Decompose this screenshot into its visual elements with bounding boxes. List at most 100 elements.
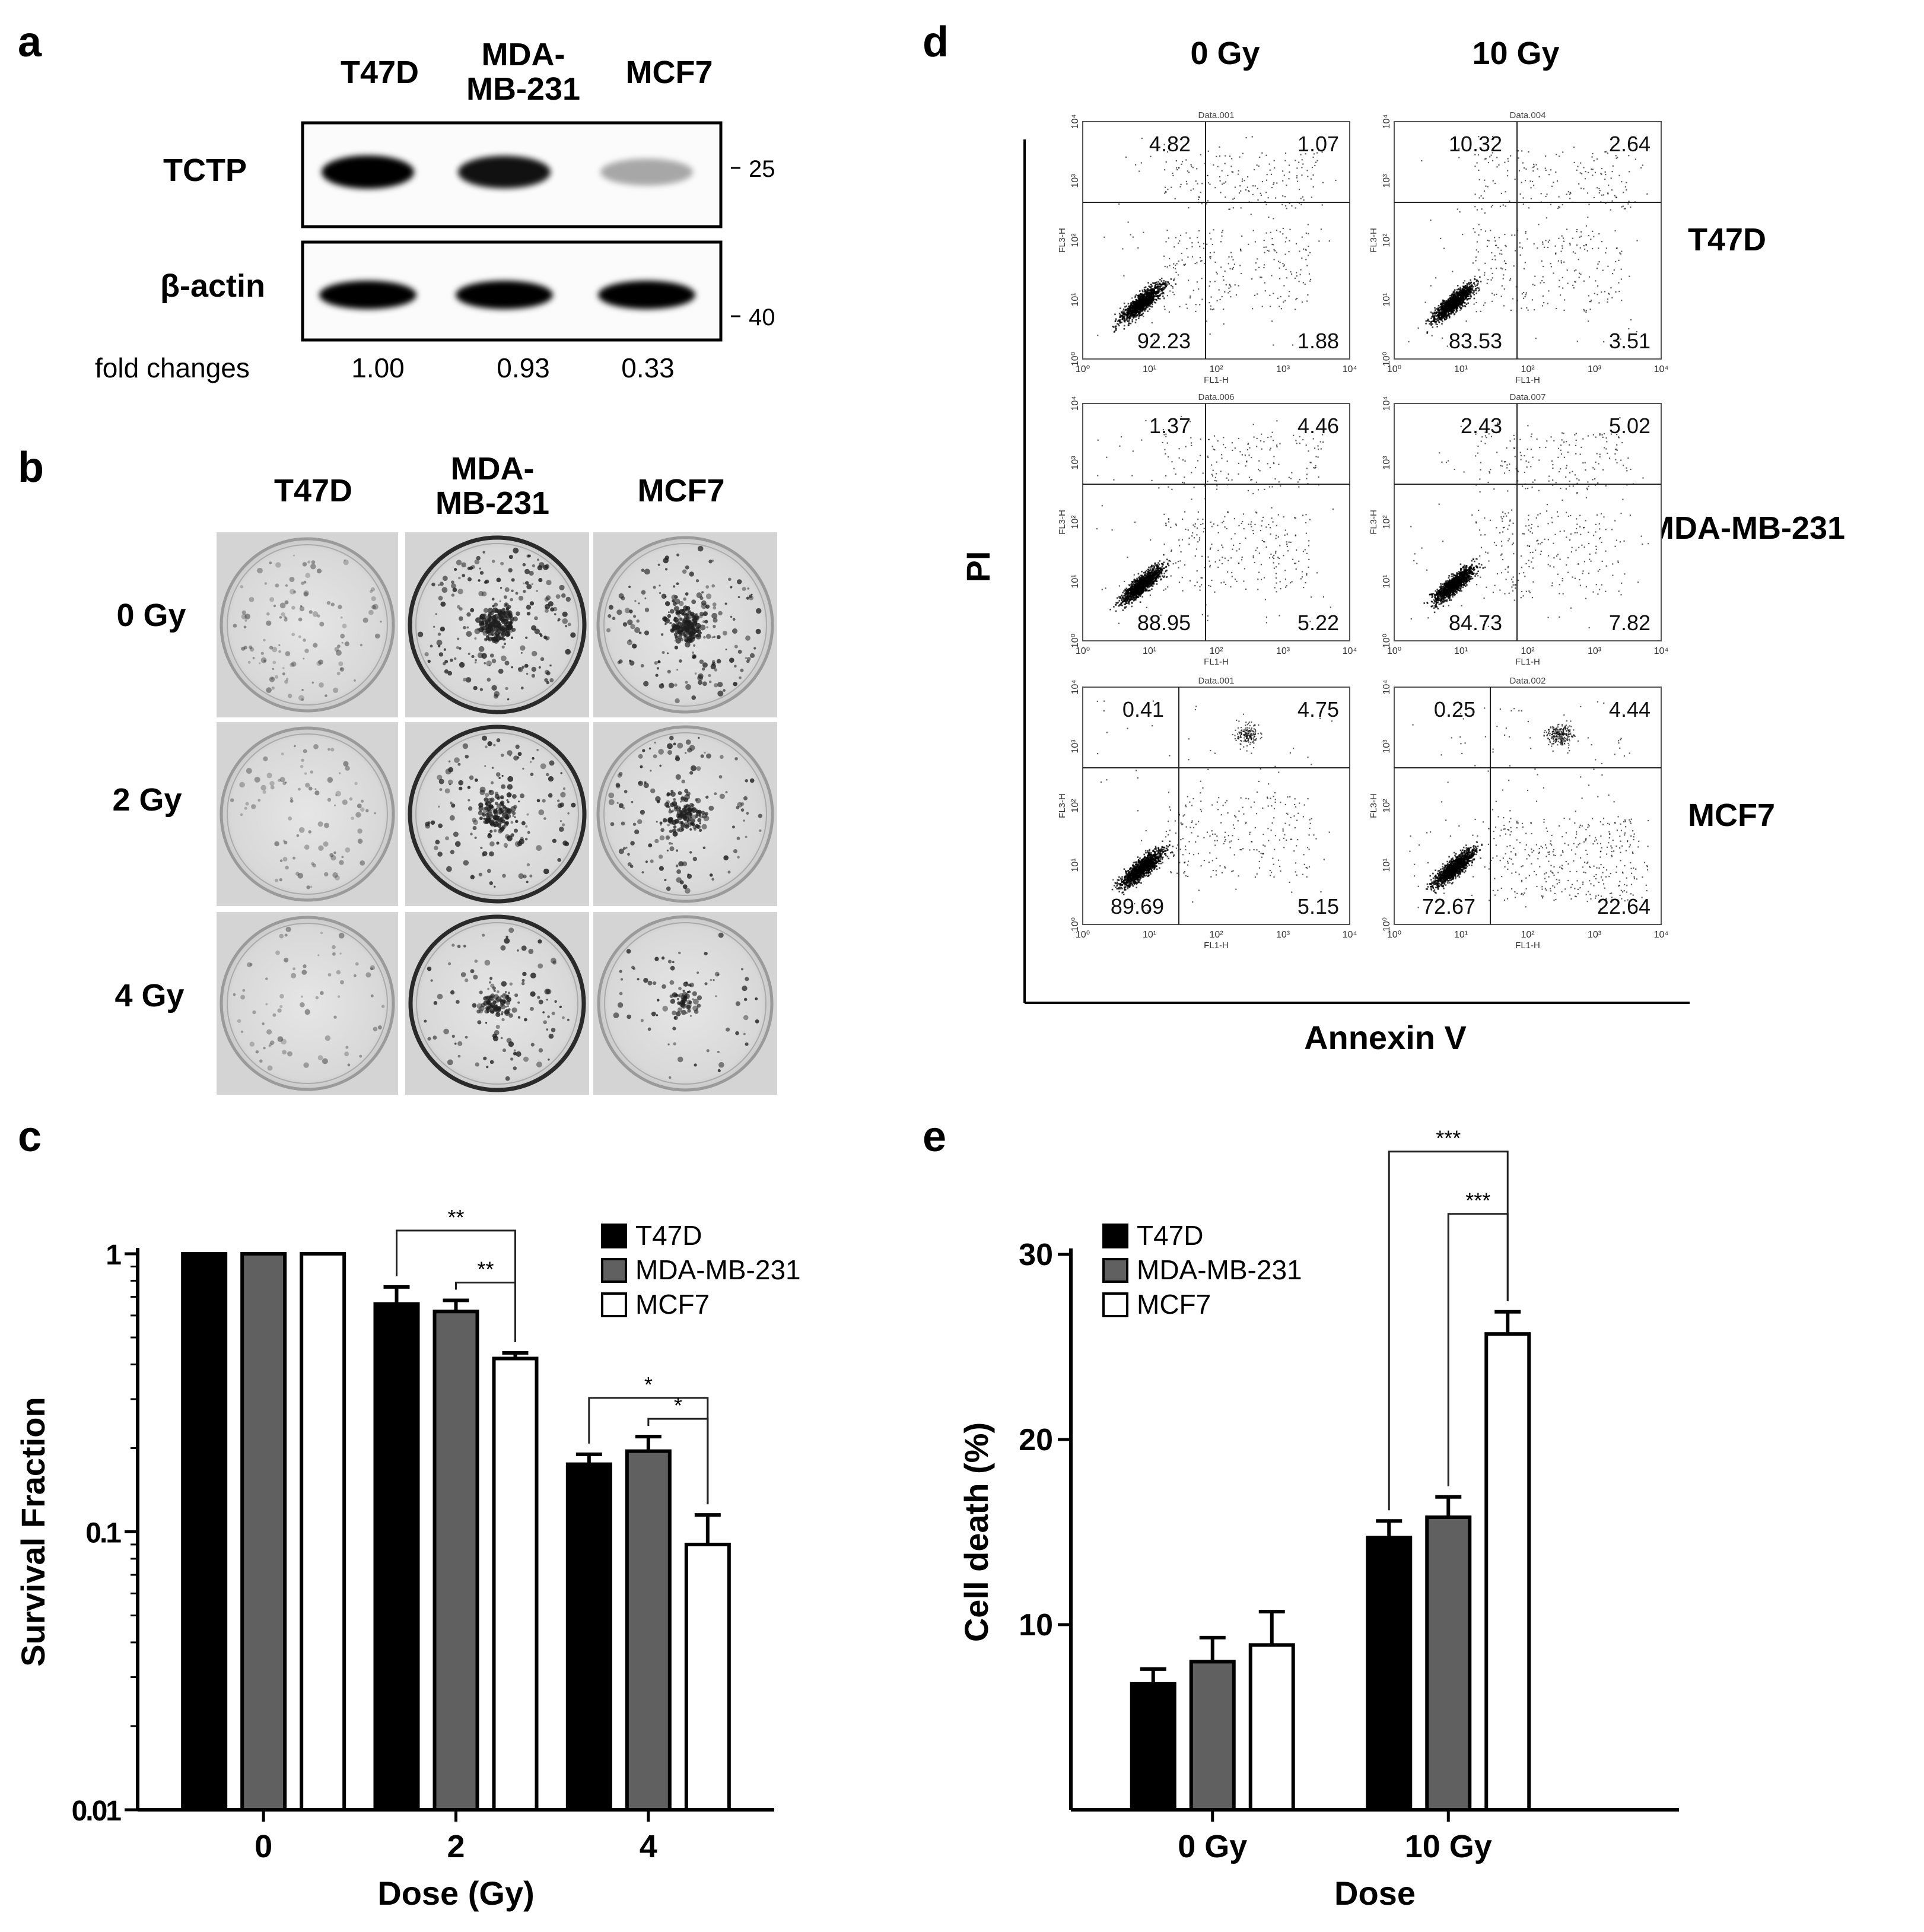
colony-dot (491, 685, 497, 691)
colony-dot (676, 596, 678, 599)
colony-dot (498, 812, 501, 815)
event-dot (1450, 298, 1452, 300)
colony-dot (279, 878, 282, 882)
event-dot (1174, 246, 1175, 248)
event-dot (1456, 308, 1458, 310)
event-dot (1465, 303, 1468, 305)
event-dot (1268, 216, 1270, 218)
event-dot (1263, 246, 1265, 248)
colony-dot (482, 813, 486, 817)
event-dot (1228, 256, 1230, 258)
event-dot (1230, 286, 1232, 288)
colony-dot (748, 595, 752, 598)
colony-dot (659, 821, 663, 825)
event-dot (1441, 307, 1443, 309)
colony-dot (674, 646, 679, 650)
colony-dot (501, 825, 506, 830)
colony-dot (643, 978, 648, 983)
colony-dot (300, 765, 304, 768)
colony-dot (325, 694, 327, 697)
colony-dot (678, 861, 684, 867)
event-dot (1113, 331, 1115, 333)
event-dot (1155, 295, 1156, 297)
colony-dot (615, 783, 621, 787)
colony-dot (279, 859, 283, 862)
event-dot (1216, 271, 1217, 273)
event-dot (1173, 279, 1175, 281)
colony-dot (747, 587, 750, 590)
event-dot (1127, 307, 1128, 310)
colony-dot (655, 796, 661, 802)
event-dot (1133, 300, 1135, 303)
colony-dot (307, 560, 311, 564)
event-dot (1308, 233, 1309, 234)
event-dot (1478, 289, 1480, 291)
colony-dot (659, 854, 663, 859)
colony-dot (469, 566, 473, 570)
dish-row-2gy: 2 Gy (112, 782, 182, 818)
event-dot (1159, 298, 1161, 300)
colony-dot (476, 1009, 481, 1013)
colony-dot (381, 1005, 385, 1008)
event-dot (1149, 306, 1152, 307)
colony-dot (368, 609, 374, 615)
colony-dot (701, 811, 705, 815)
colony-dot (543, 868, 549, 875)
colony-dot (686, 999, 691, 1005)
colony-dot (489, 851, 494, 857)
colony-dot (500, 1003, 504, 1007)
colony-dot (544, 989, 551, 994)
event-dot (1464, 288, 1465, 291)
colony-dot (488, 665, 491, 666)
event-dot (1216, 155, 1217, 157)
colony-dot (637, 819, 643, 825)
event-dot (1246, 186, 1248, 188)
event-dot (1284, 152, 1287, 154)
colony-dot (613, 1012, 619, 1019)
colony-dot (303, 657, 305, 660)
event-dot (1248, 243, 1249, 245)
event-dot (1232, 268, 1233, 270)
colony-dot (500, 796, 504, 799)
colony-dot (546, 1028, 549, 1031)
event-dot (1254, 294, 1256, 296)
colony-dot (482, 631, 488, 636)
colony-dot (290, 799, 294, 803)
event-dot (1123, 319, 1125, 322)
colony-dot (269, 597, 275, 602)
colony-dot (699, 631, 702, 634)
colony-dot (266, 612, 270, 616)
event-dot (1138, 308, 1140, 310)
event-dot (1468, 289, 1470, 291)
colony-dot (373, 1027, 378, 1032)
quadrant-ul-value: 4.82 (1149, 132, 1191, 156)
flow-row-mcf7: MCF7 (1688, 797, 1775, 833)
colony-dot (343, 560, 349, 565)
event-dot (1164, 284, 1166, 287)
event-dot (1214, 261, 1216, 263)
colony-dot (698, 680, 702, 685)
event-dot (1432, 312, 1433, 314)
event-dot (1446, 305, 1449, 307)
colony-dot (287, 1051, 292, 1057)
event-dot (1306, 265, 1308, 266)
event-dot (1261, 277, 1262, 278)
event-dot (1211, 243, 1213, 246)
event-dot (1601, 291, 1602, 293)
event-dot (1159, 295, 1161, 297)
event-dot (1130, 302, 1133, 304)
colony-dot (669, 846, 675, 851)
colony-dot (500, 945, 506, 951)
event-dot (1128, 315, 1130, 317)
colony-dot (570, 632, 576, 638)
event-dot (1121, 314, 1123, 317)
event-dot (1203, 243, 1205, 244)
event-dot (1311, 167, 1313, 169)
colony-dot (501, 1018, 505, 1022)
event-dot (1267, 197, 1269, 199)
colony-dot (309, 786, 313, 791)
event-dot (1122, 315, 1124, 317)
colony-dot (737, 802, 743, 808)
label-line: MDA- (482, 37, 565, 72)
colony-dot (333, 804, 336, 806)
